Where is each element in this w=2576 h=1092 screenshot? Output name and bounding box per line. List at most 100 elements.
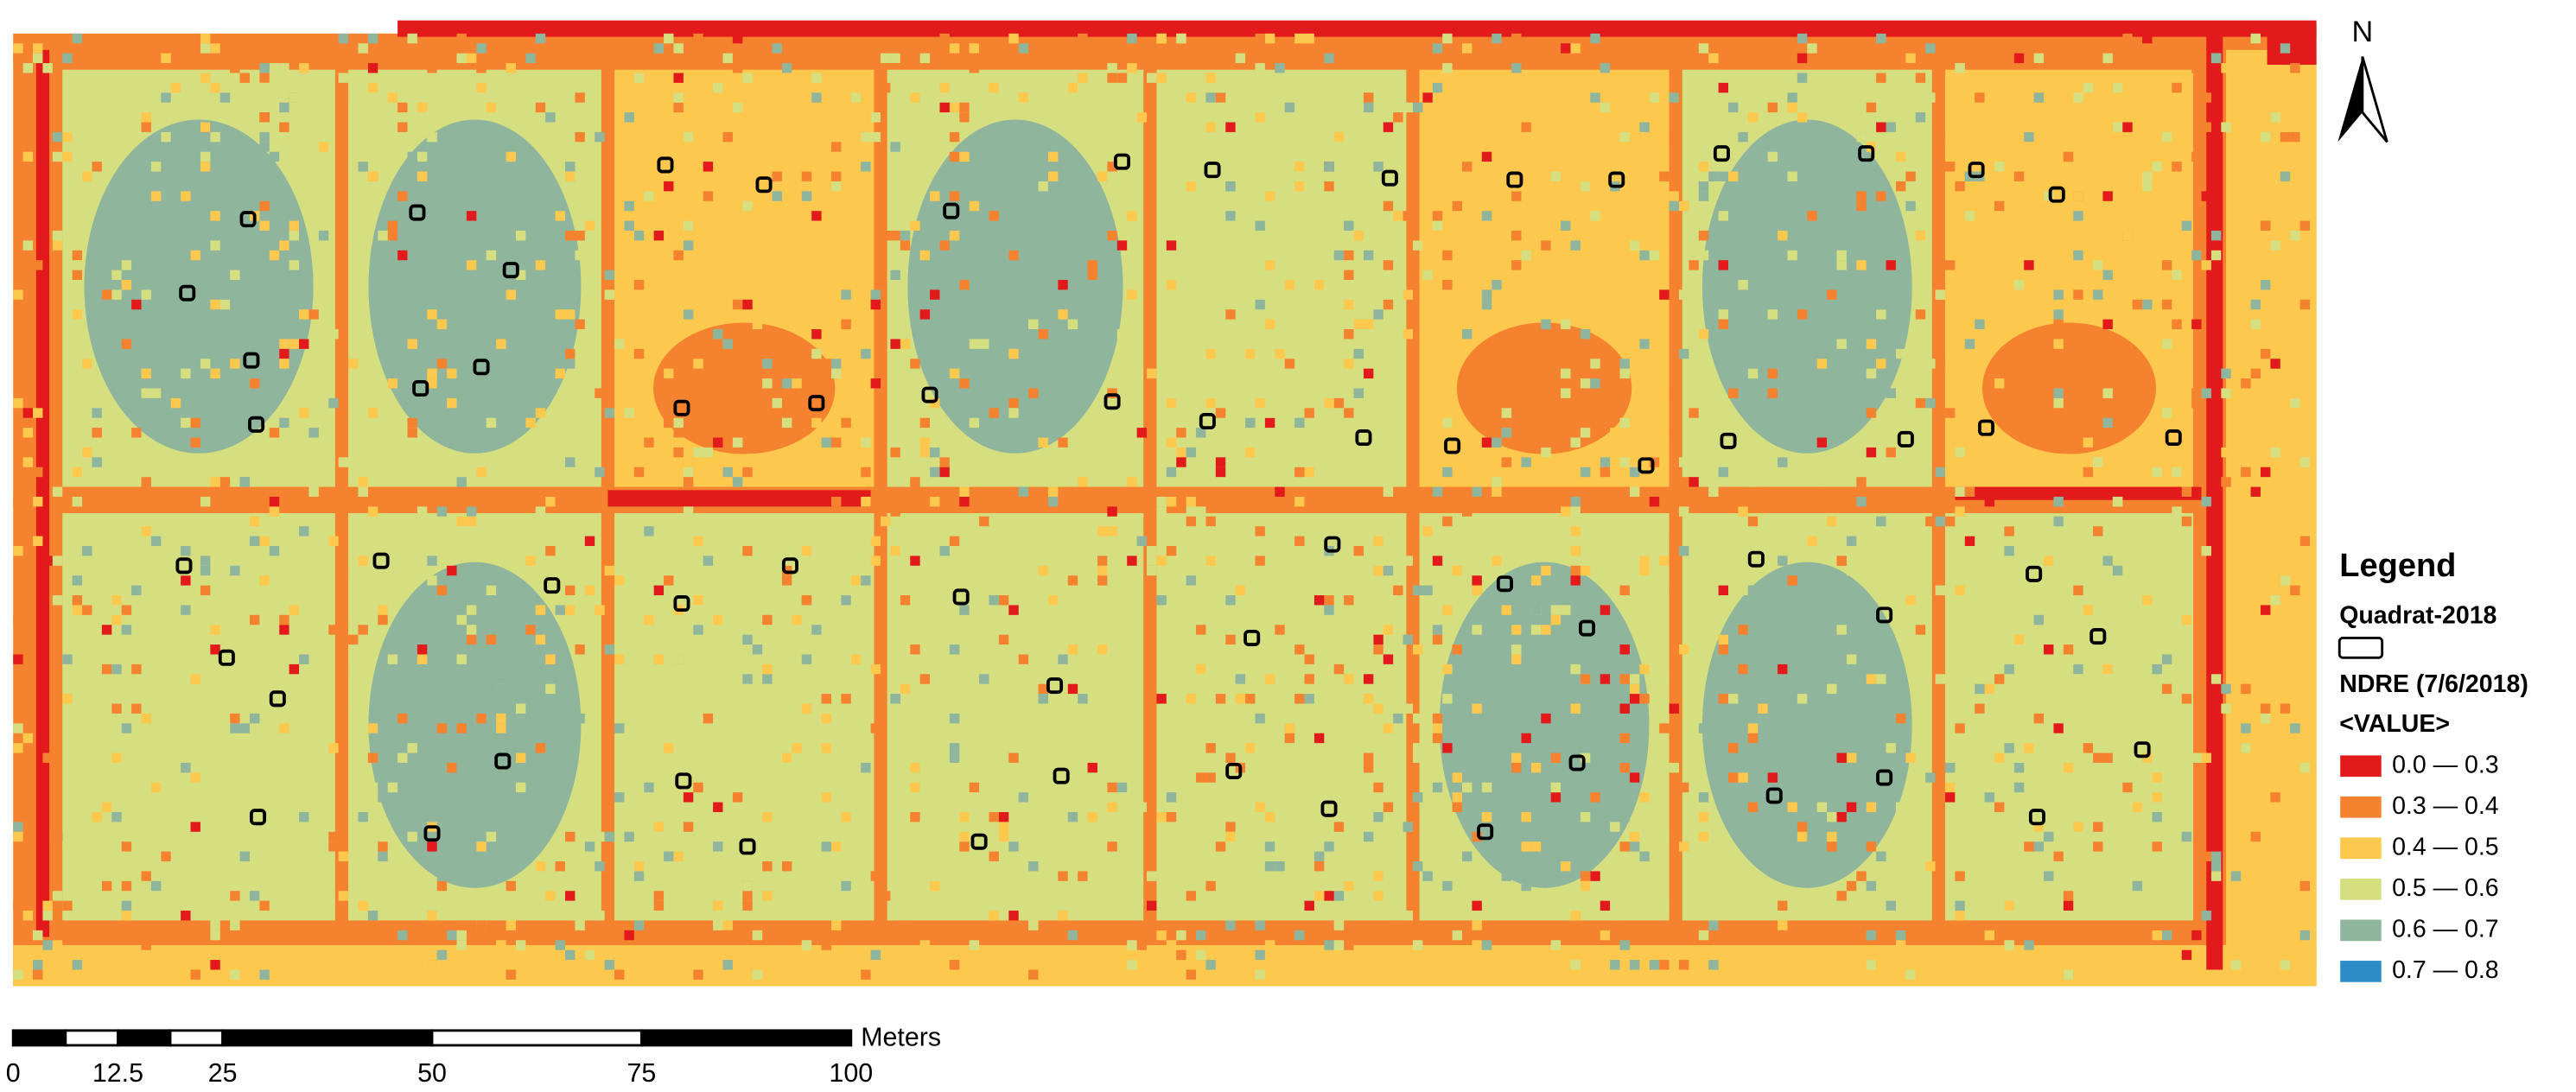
pixel bbox=[772, 536, 782, 546]
pixel bbox=[308, 969, 319, 980]
pixel bbox=[564, 359, 576, 369]
pixel bbox=[2260, 112, 2271, 123]
pixel bbox=[1176, 299, 1186, 310]
pixel bbox=[2161, 930, 2172, 941]
pixel bbox=[1561, 368, 1571, 379]
pixel bbox=[792, 614, 802, 625]
pixel bbox=[703, 556, 714, 566]
pixel bbox=[299, 811, 309, 822]
pixel bbox=[1807, 467, 1817, 478]
pixel bbox=[1876, 625, 1886, 635]
pixel bbox=[92, 408, 102, 418]
pixel bbox=[1935, 674, 1945, 684]
pixel bbox=[633, 348, 645, 359]
pixel bbox=[1669, 92, 1679, 103]
pixel bbox=[1078, 694, 1088, 704]
pixel bbox=[1797, 33, 1808, 44]
pixel bbox=[1629, 575, 1640, 586]
pixel bbox=[2250, 378, 2261, 389]
pixel bbox=[92, 428, 102, 438]
pixel bbox=[1304, 408, 1314, 418]
pixel bbox=[486, 417, 497, 429]
pixel bbox=[1866, 960, 1877, 970]
pixel bbox=[1205, 348, 1216, 359]
pixel bbox=[486, 831, 497, 842]
pixel bbox=[1895, 930, 1906, 941]
pixel bbox=[2132, 762, 2143, 773]
pixel bbox=[555, 940, 565, 950]
pixel bbox=[1728, 388, 1739, 398]
pixel bbox=[1116, 329, 1128, 340]
quadrat bbox=[218, 649, 235, 666]
pixel bbox=[190, 822, 200, 832]
pixel bbox=[949, 683, 960, 695]
pixel bbox=[1008, 911, 1019, 921]
pixel bbox=[141, 940, 151, 950]
pixel bbox=[101, 565, 112, 576]
pixel bbox=[1895, 181, 1906, 192]
pixel bbox=[2073, 585, 2083, 596]
pixel bbox=[1324, 891, 1334, 901]
field-margin bbox=[2226, 49, 2317, 970]
pixel bbox=[2053, 663, 2064, 675]
pixel bbox=[1994, 871, 2005, 881]
pixel bbox=[466, 289, 477, 300]
pixel bbox=[1166, 437, 1177, 448]
pixel bbox=[1876, 851, 1886, 862]
pixel bbox=[604, 397, 615, 409]
pixel bbox=[2260, 220, 2271, 231]
pixel bbox=[1836, 329, 1847, 340]
pixel bbox=[486, 565, 497, 576]
pixel bbox=[1797, 516, 1808, 527]
pixel bbox=[2260, 703, 2271, 714]
pixel bbox=[1984, 851, 1994, 862]
pixel bbox=[1797, 694, 1808, 704]
pixel bbox=[318, 230, 329, 241]
pixel bbox=[1412, 240, 1423, 251]
pixel bbox=[1472, 585, 1482, 596]
pixel bbox=[1333, 920, 1345, 930]
pixel bbox=[1629, 772, 1640, 783]
pixel bbox=[1955, 486, 1965, 497]
pixel bbox=[1147, 368, 1157, 379]
pixel bbox=[762, 191, 773, 201]
pixel bbox=[170, 82, 181, 93]
pixel bbox=[1511, 33, 1522, 44]
pixel bbox=[2053, 496, 2064, 507]
pixel bbox=[1472, 831, 1482, 842]
pixel bbox=[131, 663, 142, 675]
pixel bbox=[644, 782, 654, 793]
pixel bbox=[1649, 496, 1660, 507]
pixel bbox=[2181, 220, 2192, 231]
pixel bbox=[1501, 595, 1512, 606]
pixel bbox=[456, 940, 467, 950]
pixel bbox=[1067, 575, 1078, 586]
pixel bbox=[2280, 122, 2291, 132]
pixel bbox=[693, 625, 703, 635]
pixel bbox=[1807, 92, 1817, 103]
quadrat bbox=[175, 557, 193, 575]
pixel bbox=[1481, 151, 1492, 162]
pixel bbox=[1442, 663, 1453, 675]
pixel bbox=[604, 408, 615, 418]
pixel bbox=[693, 33, 703, 44]
pixel bbox=[1767, 772, 1778, 783]
pixel bbox=[1294, 536, 1305, 546]
pixel bbox=[989, 595, 999, 606]
pixel bbox=[910, 220, 920, 231]
pixel bbox=[456, 723, 467, 733]
pixel bbox=[555, 605, 565, 615]
pixel bbox=[1994, 200, 2005, 212]
pixel bbox=[1708, 486, 1719, 497]
pixel bbox=[861, 437, 871, 448]
pixel bbox=[1264, 674, 1275, 684]
pixel bbox=[1442, 280, 1453, 290]
pixel bbox=[1876, 299, 1886, 310]
pixel bbox=[1975, 683, 1985, 695]
pixel bbox=[1324, 674, 1334, 684]
legend-swatch bbox=[2338, 753, 2383, 779]
pixel bbox=[1107, 900, 1117, 911]
pixel bbox=[1619, 299, 1630, 310]
pixel bbox=[2132, 683, 2143, 695]
pixel bbox=[1816, 437, 1828, 448]
